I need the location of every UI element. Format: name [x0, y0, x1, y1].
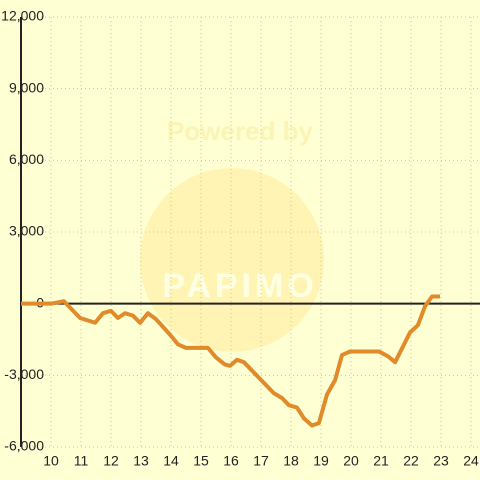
x-tick-label: 17: [253, 453, 269, 469]
x-tick-label: 12: [103, 453, 119, 469]
x-tick-label: 16: [223, 453, 239, 469]
y-tick-label: 6,000: [9, 151, 44, 167]
y-tick-label: 9,000: [9, 79, 44, 95]
x-tick-label: 24: [463, 453, 479, 469]
y-tick-label: 3,000: [9, 223, 44, 239]
x-tick-label: 23: [433, 453, 449, 469]
watermark: Powered by PAPIMO: [140, 116, 324, 352]
x-tick-label: 10: [43, 453, 59, 469]
x-tick-label: 11: [74, 453, 89, 469]
x-tick-label: 20: [343, 453, 359, 469]
y-tick-label: -3,000: [4, 366, 44, 382]
x-tick-label: 14: [163, 453, 179, 469]
watermark-text: PAPIMO: [162, 267, 318, 305]
x-tick-label: 13: [133, 453, 149, 469]
y-tick-label: 12,000: [1, 8, 44, 24]
x-tick-label: 19: [313, 453, 329, 469]
watermark-circle: [140, 168, 324, 352]
x-tick-label: 18: [283, 453, 299, 469]
x-tick-label: 15: [193, 453, 209, 469]
watermark-text: Powered by: [167, 116, 313, 146]
y-tick-label: -6,000: [4, 438, 44, 454]
x-tick-label: 21: [373, 453, 389, 469]
x-tick-label: 22: [403, 453, 419, 469]
line: [21, 294, 441, 428]
